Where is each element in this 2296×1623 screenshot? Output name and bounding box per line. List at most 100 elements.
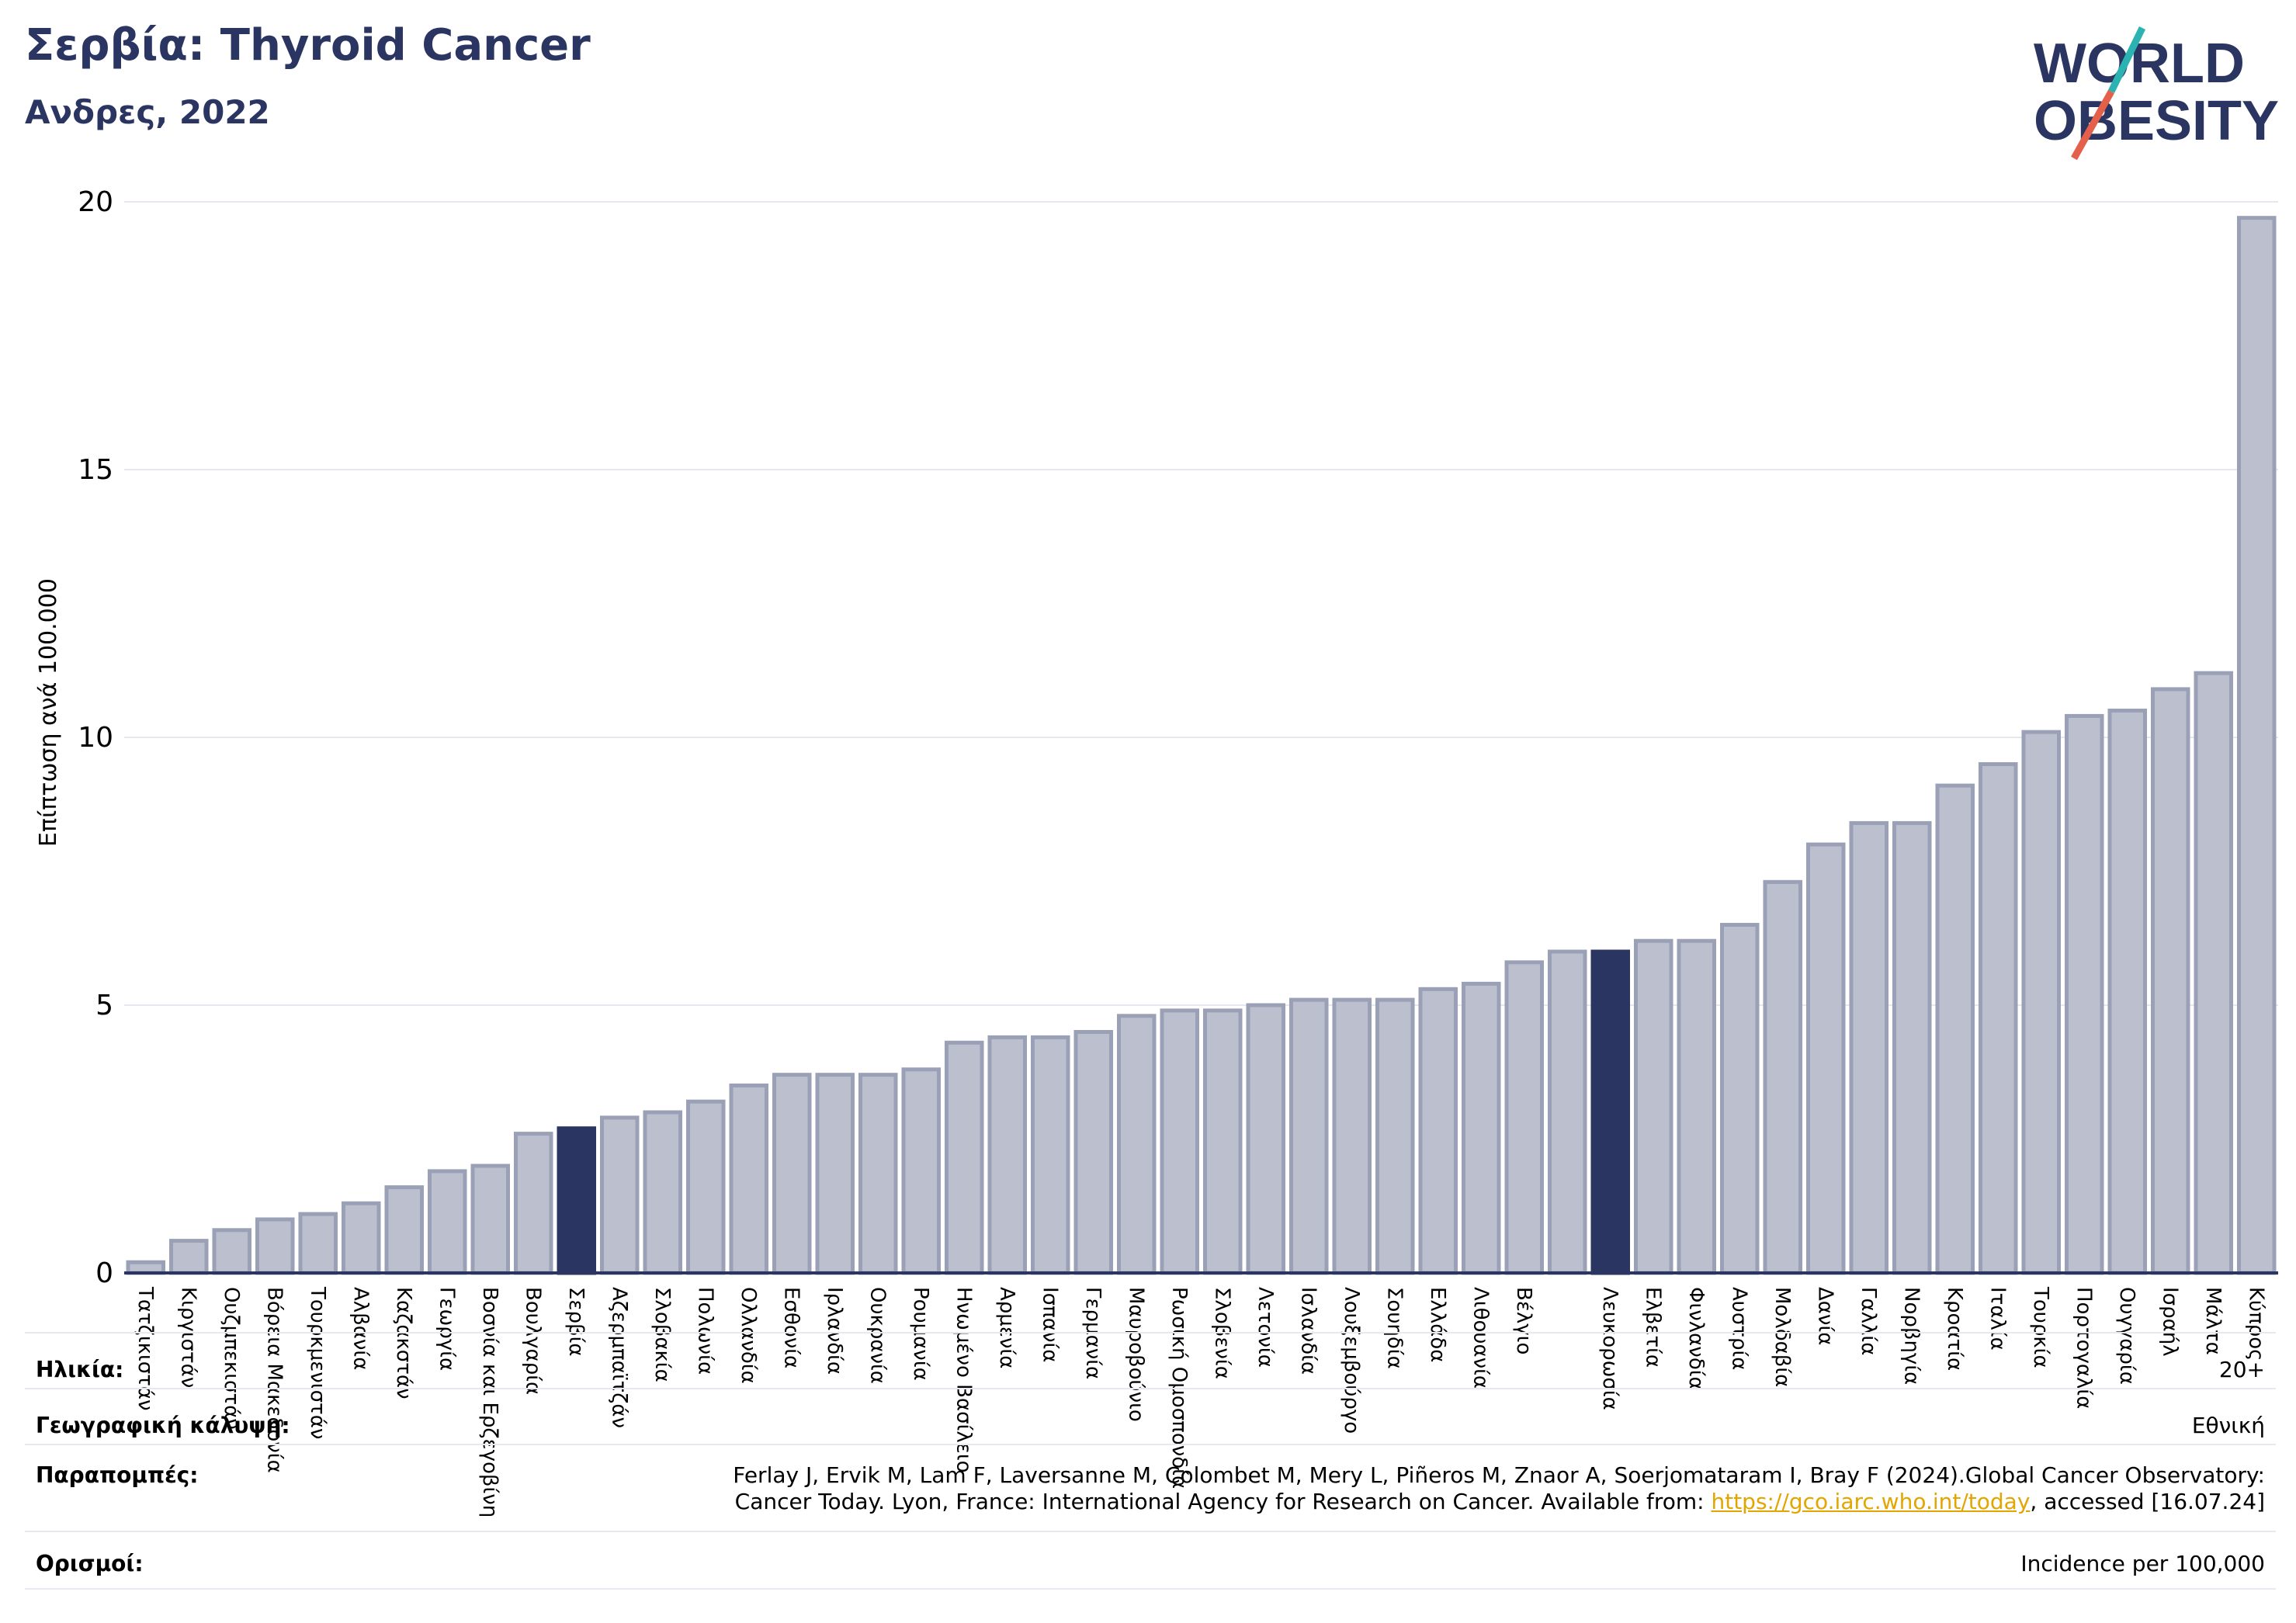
definitions-label: Ορισμοί: <box>36 1551 144 1576</box>
bar <box>1547 949 1587 1275</box>
x-tick-label: Ισπανία <box>1038 1287 1061 1362</box>
bar <box>599 1115 640 1275</box>
bar <box>1073 1030 1114 1275</box>
references-line-1: Ferlay J, Ervik M, Lam F, Laversanne M, … <box>733 1462 2265 1488</box>
bar <box>1202 1008 1243 1275</box>
bar <box>341 1201 381 1275</box>
x-tick-label: Ελβετία <box>1641 1287 1664 1368</box>
x-tick-label: Βουλγαρία <box>521 1287 544 1395</box>
bar <box>1805 842 1846 1275</box>
x-tick-label: Αυστρία <box>1727 1287 1750 1370</box>
bar <box>2150 687 2190 1275</box>
bar <box>212 1228 252 1275</box>
references-row: Παραπομπές: Ferlay J, Ervik M, Lam F, La… <box>25 1444 2276 1532</box>
y-tick-label: 0 <box>95 1257 113 1289</box>
bar <box>126 1260 166 1275</box>
x-tick-label: Εσθονία <box>779 1287 803 1368</box>
geo-value: Εθνική <box>2191 1413 2265 1438</box>
x-tick-label: Ισλανδία <box>1296 1287 1320 1375</box>
x-tick-label: Μολδαβία <box>1771 1287 1794 1387</box>
bar <box>1590 949 1631 1275</box>
x-tick-label: Πολωνία <box>693 1287 716 1375</box>
x-tick-label: Ουκρανία <box>865 1287 889 1384</box>
x-tick-label: Τουρκία <box>2029 1286 2052 1368</box>
bar <box>1288 997 1329 1275</box>
x-tick-label: Σλοβακία <box>650 1287 674 1382</box>
bar <box>1116 1014 1157 1275</box>
bar <box>427 1169 467 1275</box>
x-tick-label: Νορβηγία <box>1899 1287 1923 1385</box>
x-tick-label: Λευκορωσία <box>1598 1287 1621 1410</box>
bar <box>1719 923 1760 1275</box>
bar <box>255 1217 295 1275</box>
bar <box>2236 216 2277 1275</box>
bar <box>1461 981 1501 1275</box>
x-tick-label: Καζακστάν <box>392 1287 415 1399</box>
references-line-2: Cancer Today. Lyon, France: Internationa… <box>734 1489 2265 1514</box>
chart-title: Σερβία: Thyroid Cancer <box>25 20 591 71</box>
definitions-value: Incidence per 100,000 <box>2020 1551 2265 1576</box>
bar <box>384 1185 425 1275</box>
bar <box>298 1212 338 1275</box>
x-tick-label: Γεωργία <box>435 1287 458 1371</box>
logo-line-obesity: OBESITY <box>2034 90 2279 152</box>
bar <box>1030 1035 1070 1275</box>
logo-slash-teal <box>2107 26 2146 93</box>
bar <box>858 1073 898 1275</box>
bar <box>1633 938 1673 1275</box>
bar <box>944 1040 984 1275</box>
gco-link[interactable]: https://gco.iarc.who.int/today <box>1711 1489 2031 1514</box>
x-tick-label: Λιθουανία <box>1469 1287 1492 1389</box>
bar <box>1160 1008 1200 1275</box>
x-tick-label: Ουγγαρία <box>2115 1287 2138 1385</box>
x-tick-label: Βέλγιο <box>1512 1287 1535 1354</box>
bar <box>901 1067 942 1275</box>
bar <box>1332 997 1372 1275</box>
bar <box>643 1110 683 1275</box>
x-tick-label: Μαυροβούνιο <box>1124 1287 1147 1422</box>
x-tick-label: Ισραήλ <box>2158 1287 2181 1357</box>
x-tick-label: Ελλάδα <box>1426 1287 1449 1362</box>
x-tick-label: Δανία <box>1813 1287 1836 1345</box>
logo-slash-red <box>2071 89 2114 161</box>
x-tick-label: Σουηδία <box>1382 1287 1406 1369</box>
y-axis-label: Επίπτωση ανά 100.000 <box>35 578 62 847</box>
x-tick-label: Κύπρος <box>2244 1287 2267 1361</box>
x-tick-label: Κροατία <box>1943 1287 1966 1371</box>
bar <box>2194 671 2234 1275</box>
x-tick-label: Κιργιστάν <box>176 1287 199 1388</box>
bar <box>470 1163 511 1275</box>
bar <box>1935 783 1975 1275</box>
geo-label: Γεωγραφική κάλυψη: <box>36 1413 290 1438</box>
x-tick-label: Μάλτα <box>2201 1287 2225 1355</box>
x-tick-label: Αλβανία <box>349 1287 372 1370</box>
bar <box>815 1073 855 1275</box>
definitions-row: Ορισμοί: Incidence per 100,000 <box>25 1531 2276 1590</box>
bar <box>685 1099 726 1275</box>
x-tick-label: Τουρκμενιστάν <box>306 1286 329 1439</box>
x-tick-label: Βοσνία και Ερζεγοβίνη <box>478 1287 501 1517</box>
x-tick-label: Βόρεια Μακεδονία <box>262 1287 286 1473</box>
bar <box>2107 709 2148 1275</box>
bar <box>1892 820 1932 1275</box>
x-tick-label: Ιταλία <box>1986 1287 2009 1351</box>
x-tick-label: Αζερμπαϊτζάν <box>607 1287 630 1428</box>
logo-line-world: WORLD <box>2034 33 2245 95</box>
x-tick-label: Φινλανδία <box>1684 1287 1708 1390</box>
age-label: Ηλικία: <box>36 1357 124 1382</box>
world-obesity-logo: WORLD OBESITY <box>2034 26 2279 161</box>
bar <box>1849 820 1889 1275</box>
bar <box>729 1084 769 1275</box>
bar <box>1978 762 2018 1275</box>
bar <box>2064 713 2104 1275</box>
bar <box>1375 997 1415 1275</box>
bar <box>1246 1003 1286 1275</box>
bar <box>168 1239 209 1275</box>
bar <box>987 1035 1028 1275</box>
x-tick-label: Τατζικιστάν <box>134 1286 157 1411</box>
x-tick-label: Ολλανδία <box>737 1287 760 1384</box>
bar <box>772 1073 812 1275</box>
bar <box>1677 938 1717 1275</box>
bar <box>513 1132 553 1275</box>
